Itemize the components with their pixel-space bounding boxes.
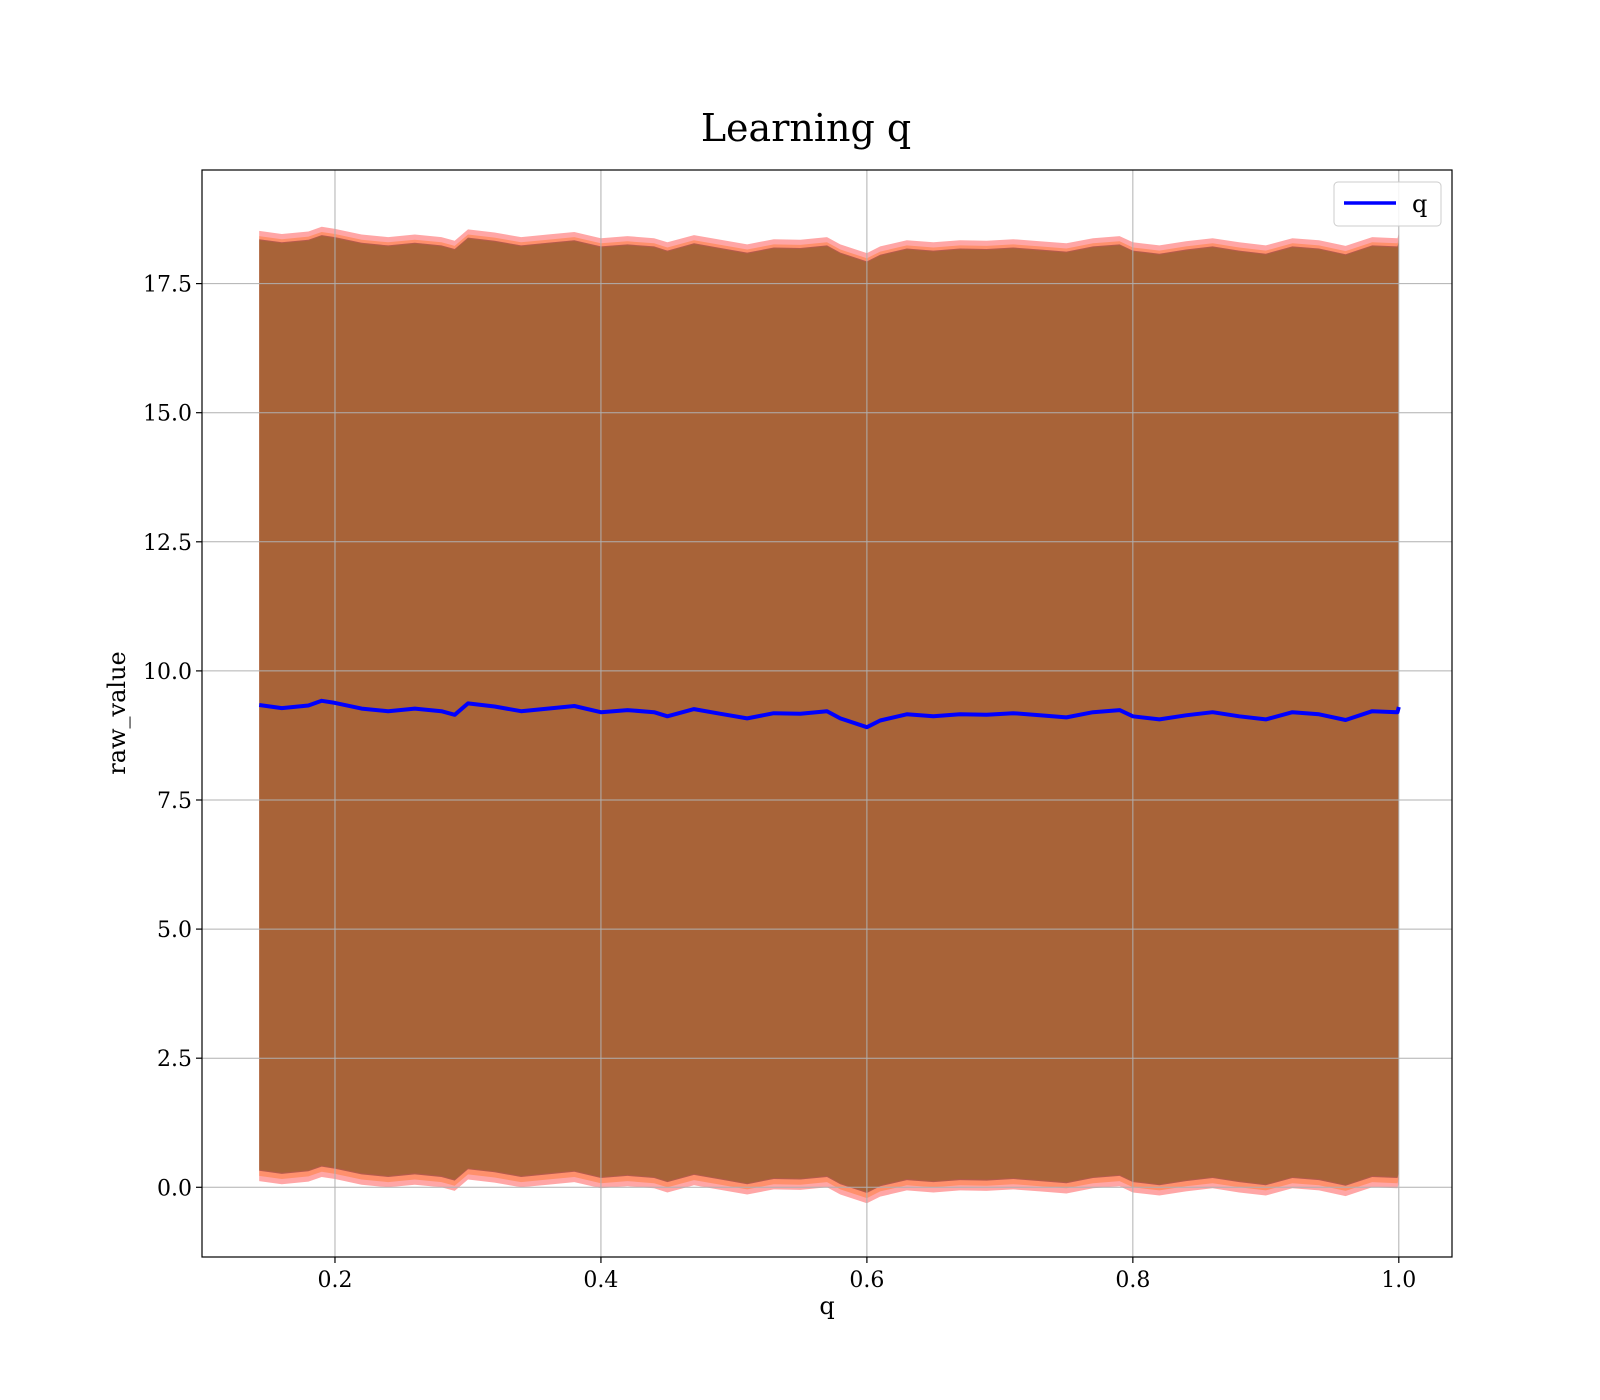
legend-label: q — [1412, 190, 1427, 218]
y-tick-label: 12.5 — [143, 531, 192, 556]
chart-title: Learning q — [701, 106, 911, 150]
x-axis-label: q — [819, 1292, 834, 1320]
y-tick-label: 10.0 — [143, 660, 192, 685]
series-line-q — [258, 698, 1401, 730]
series-lines — [258, 698, 1401, 730]
confidence-band — [259, 232, 1399, 1199]
plot-frame — [201, 169, 1453, 1258]
y-tick-label: 5.0 — [157, 918, 192, 943]
x-tick-label: 0.2 — [317, 1268, 352, 1293]
x-tick-label: 0.6 — [849, 1268, 884, 1293]
y-tick-label: 15.0 — [143, 402, 192, 427]
y-axis-label: raw_value — [103, 651, 131, 775]
legend: q — [1333, 181, 1442, 227]
x-tick-label: 0.4 — [583, 1268, 618, 1293]
x-tick-label: 1.0 — [1381, 1268, 1416, 1293]
y-tick-label: 0.0 — [157, 1176, 192, 1201]
x-tick-label: 0.8 — [1115, 1268, 1150, 1293]
confidence-band — [259, 226, 1399, 1204]
y-axis: 0.0 2.5 5.0 7.5 10.0 12.5 15.0 17.5 — [143, 273, 202, 1201]
y-tick-label: 2.5 — [157, 1047, 192, 1072]
y-tick-label: 7.5 — [157, 789, 192, 814]
y-tick-label: 17.5 — [143, 273, 192, 298]
x-axis: 0.2 0.4 0.6 0.8 1.0 — [317, 1257, 1416, 1293]
